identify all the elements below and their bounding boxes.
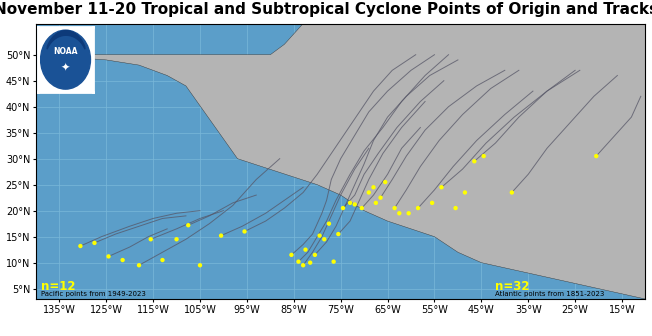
Point (103, 254, 113, 259)
Point (404, 211, 414, 216)
FancyBboxPatch shape (38, 27, 93, 92)
Point (157, 257, 168, 263)
Point (305, 260, 316, 265)
Point (298, 262, 308, 268)
Point (319, 237, 329, 242)
Point (310, 252, 320, 257)
Point (413, 205, 423, 211)
Point (145, 237, 156, 242)
Text: n=32: n=32 (496, 280, 530, 293)
Point (507, 190, 517, 195)
Point (380, 179, 391, 185)
Text: n=12: n=12 (40, 280, 75, 293)
Point (427, 200, 437, 206)
Point (183, 222, 194, 228)
Point (460, 190, 470, 195)
Point (357, 205, 367, 211)
Point (591, 154, 601, 159)
Point (195, 262, 205, 268)
Point (376, 195, 386, 200)
Circle shape (40, 30, 91, 89)
Point (134, 262, 144, 268)
Point (370, 200, 381, 206)
Point (117, 257, 128, 263)
Text: November 11-20 Tropical and Subtropical Cyclone Points of Origin and Tracks: November 11-20 Tropical and Subtropical … (0, 2, 652, 17)
Point (436, 184, 447, 190)
Point (239, 229, 250, 234)
Point (216, 233, 226, 238)
Point (479, 154, 489, 159)
Point (75, 243, 85, 249)
Point (333, 232, 344, 237)
Text: NOAA: NOAA (53, 47, 78, 56)
Point (314, 233, 325, 238)
Point (368, 184, 379, 190)
Point (301, 247, 311, 252)
Point (389, 205, 400, 211)
Point (349, 202, 360, 207)
Point (293, 259, 304, 264)
Point (324, 221, 334, 226)
Text: Pacific points from 1949-2023: Pacific points from 1949-2023 (40, 291, 145, 297)
Polygon shape (36, 24, 645, 299)
Point (338, 205, 348, 211)
Point (171, 237, 182, 242)
Point (394, 211, 404, 216)
Point (469, 159, 479, 164)
Text: ✦: ✦ (61, 62, 70, 73)
Point (364, 190, 374, 195)
Point (89, 240, 100, 246)
Point (451, 205, 461, 211)
Point (286, 252, 297, 257)
Point (345, 200, 355, 206)
Point (329, 259, 339, 264)
Text: Atlantic points from 1851-2023: Atlantic points from 1851-2023 (496, 291, 605, 297)
